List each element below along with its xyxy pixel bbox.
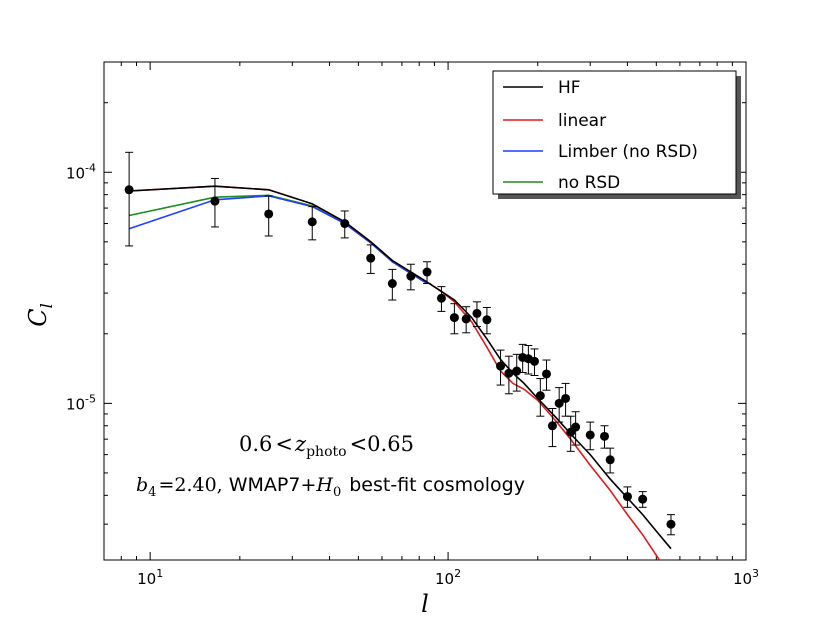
data-point [504, 355, 514, 395]
data-marker [210, 196, 220, 206]
data-marker [554, 398, 564, 408]
data-marker [535, 391, 545, 401]
legend-label-hf: HF [558, 78, 581, 98]
data-marker [387, 279, 397, 289]
data-marker [482, 315, 492, 325]
data-marker [529, 356, 539, 366]
data-marker [406, 271, 416, 281]
x-tick-label: 101 [137, 567, 163, 588]
data-point [585, 421, 595, 451]
data-point [472, 301, 482, 328]
data-marker [561, 393, 571, 403]
y-tick-label: 10-5 [66, 392, 96, 413]
data-point [638, 491, 648, 508]
annotation-redshift-sub: photo [306, 444, 346, 460]
data-point [622, 486, 632, 508]
data-point [666, 514, 676, 536]
data-point [535, 378, 545, 417]
data-marker [307, 217, 317, 227]
data-marker [496, 361, 506, 371]
y-axis-label-main: C [24, 308, 52, 326]
data-point [436, 286, 446, 312]
data-point [599, 425, 609, 449]
data-marker [472, 308, 482, 318]
data-point [605, 447, 615, 474]
data-marker [264, 209, 274, 219]
svg-text:0.6<zphoto<0.65: 0.6 <zphoto <0.65 [239, 432, 414, 460]
data-point [542, 359, 552, 391]
axis-ticks [103, 62, 747, 560]
data-point [449, 303, 459, 335]
data-marker [512, 366, 522, 376]
data-marker [571, 422, 581, 432]
svg-text:Cl: Cl [24, 303, 56, 327]
data-point [366, 244, 376, 274]
legend-label-no-rsd: no RSD [558, 173, 620, 193]
annotation-bias-cosmology: b4 =2.40, WMAP7+H0 best-fit cosmology [136, 474, 525, 500]
annotation-redshift-hi: 0.65 [367, 432, 414, 456]
legend-box [492, 70, 737, 195]
data-marker [366, 253, 376, 263]
data-marker [638, 494, 648, 504]
data-point [529, 348, 539, 376]
annotation-bias-var: b [136, 474, 148, 496]
y-axis-label-sub: l [37, 303, 56, 308]
y-tick-label: 10-4 [66, 161, 96, 182]
data-marker [585, 430, 595, 440]
data-marker [449, 313, 459, 323]
data-marker [547, 421, 557, 431]
data-point [210, 177, 220, 228]
annotation-cosmology-tail: best-fit cosmology [349, 474, 525, 496]
data-point [124, 151, 134, 247]
annotation-bias-sub: 4 [148, 485, 156, 500]
annotation-redshift: 0.6 <zphoto <0.65 [239, 432, 414, 460]
annotation-bias-eq: =2.40, [158, 474, 222, 496]
data-point [422, 261, 432, 285]
x-axis-label: l [421, 590, 429, 618]
data-markers [124, 151, 676, 536]
data-point [264, 195, 274, 237]
legend-label-limber: Limber (no RSD) [558, 142, 698, 162]
data-marker [542, 369, 552, 379]
x-tick-label: 102 [435, 567, 461, 588]
legend: HF linear Limber (no RSD) no RSD [492, 70, 741, 199]
data-point [406, 263, 416, 291]
data-marker [599, 431, 609, 441]
annotation-redshift-lo: 0.6 [239, 432, 272, 456]
data-point [512, 353, 522, 392]
data-point [340, 210, 350, 239]
data-point [554, 387, 564, 423]
tick-labels: 101 102 103 10-4 10-5 [66, 161, 759, 588]
annotation-redshift-var: z [294, 432, 307, 456]
data-point [482, 306, 492, 335]
data-marker [124, 185, 134, 195]
data-marker [504, 368, 514, 378]
x-tick-label: 103 [733, 567, 759, 588]
y-axis-label: Cl [24, 303, 56, 327]
data-point [547, 408, 557, 448]
data-marker [666, 519, 676, 529]
legend-label-linear: linear [558, 111, 606, 131]
data-point [307, 206, 317, 241]
annotation-hubble-sub: 0 [333, 485, 341, 500]
data-point [571, 411, 581, 446]
data-point [496, 349, 506, 386]
data-marker [622, 492, 632, 502]
data-marker [422, 267, 432, 277]
data-marker [340, 219, 350, 229]
annotation-hubble-var: H [315, 474, 333, 496]
annotation-cosmology-middle: WMAP7+ [229, 474, 317, 496]
data-point [387, 268, 397, 301]
data-marker [436, 293, 446, 303]
data-marker [461, 314, 471, 324]
data-marker [605, 455, 615, 465]
data-point [461, 306, 471, 334]
